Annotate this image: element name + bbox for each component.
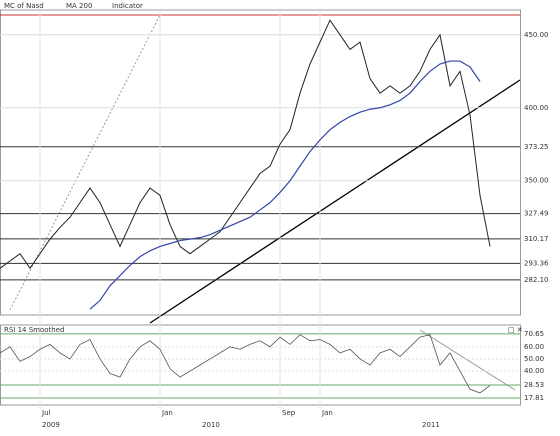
price-panel (0, 9, 521, 316)
y-tick-label: 60.00 (524, 343, 544, 351)
y-tick-label: 350.00 (524, 177, 549, 185)
trendline (149, 79, 521, 324)
y-tick-label: 70.65 (524, 330, 544, 338)
y-tick-label: 282.10 (524, 276, 549, 284)
legend-item[interactable]: MA 200 (66, 2, 92, 10)
x-tick-label: 2009 (42, 421, 60, 429)
y-tick-label: 373.25 (524, 143, 549, 151)
panel-buttons[interactable]: □ ✕ (508, 326, 523, 334)
x-tick-label: 2011 (422, 421, 440, 429)
y-tick-label: 40.00 (524, 367, 544, 375)
x-tick-label: Sep (282, 409, 296, 417)
trendline (419, 329, 516, 391)
y-tick-label: 50.00 (524, 355, 544, 363)
rsi-panel (0, 324, 521, 406)
x-tick-label: Jan (321, 409, 333, 417)
rsi-title[interactable]: RSI 14 Smoothed (4, 326, 65, 334)
y-tick-label: 450.00 (524, 31, 549, 39)
legend-item[interactable]: MC of Nasd (4, 2, 44, 10)
x-tick-label: Jan (161, 409, 173, 417)
x-tick-label: 2010 (202, 421, 220, 429)
y-tick-label: 293.36 (524, 259, 549, 267)
legend-item[interactable]: Indicator (112, 2, 143, 10)
y-tick-label: 400.00 (524, 104, 549, 112)
y-tick-label: 17.81 (524, 394, 544, 402)
trendline (9, 14, 161, 311)
series-line (0, 19, 491, 270)
x-tick-label: Jul (41, 409, 51, 417)
series-line (89, 60, 481, 310)
rsi-line (0, 334, 491, 394)
y-tick-label: 327.49 (524, 210, 549, 218)
y-tick-label: 310.17 (524, 235, 549, 243)
y-tick-label: 28.53 (524, 381, 544, 389)
